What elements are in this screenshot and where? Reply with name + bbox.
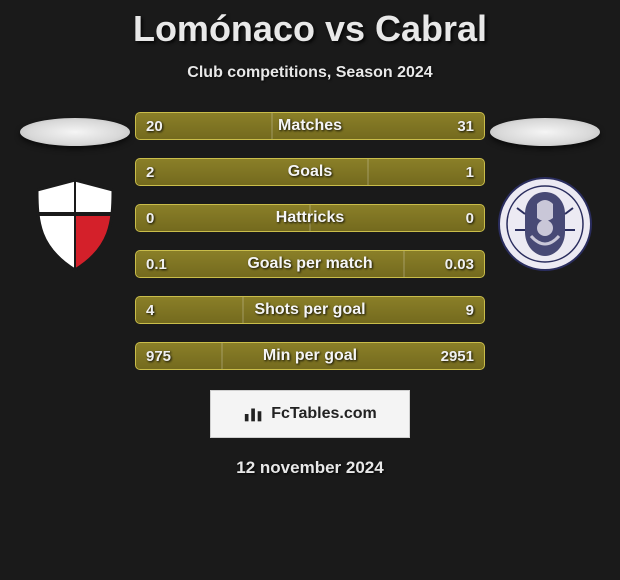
stat-bar: 4 9 Shots per goal	[135, 296, 485, 324]
gimnasia-crest-icon	[495, 174, 595, 274]
stat-bar: 0.1 0.03 Goals per match	[135, 250, 485, 278]
bar-value-right: 0.03	[445, 256, 474, 273]
bar-label: Min per goal	[263, 347, 357, 365]
brand-box: FcTables.com	[210, 390, 410, 438]
bar-value-right: 1	[466, 164, 474, 181]
bar-value-right: 2951	[441, 348, 474, 365]
stat-bar: 20 31 Matches	[135, 112, 485, 140]
bar-label: Matches	[278, 117, 342, 135]
left-team-badge	[25, 174, 125, 274]
bar-chart-icon	[243, 403, 265, 425]
bar-value-right: 9	[466, 302, 474, 319]
subtitle: Club competitions, Season 2024	[0, 64, 620, 82]
stat-bar: 975 2951 Min per goal	[135, 342, 485, 370]
bar-value-left: 2	[146, 164, 154, 181]
bar-value-left: 975	[146, 348, 171, 365]
bar-fill-left	[136, 159, 368, 185]
page-title: Lomónaco vs Cabral	[0, 0, 620, 50]
bar-label: Hattricks	[276, 209, 344, 227]
brand-text: FcTables.com	[271, 405, 377, 423]
right-platform-ellipse	[490, 118, 600, 146]
left-platform-ellipse	[20, 118, 130, 146]
date-text: 12 november 2024	[0, 458, 620, 478]
stat-bar: 0 0 Hattricks	[135, 204, 485, 232]
bar-value-left: 0	[146, 210, 154, 227]
comparison-panel: 20 31 Matches 2 1 Goals 0 0 Hattricks 0.1 0.03 Goal…	[0, 112, 620, 370]
right-team-badge	[495, 174, 595, 274]
stat-bar: 2 1 Goals	[135, 158, 485, 186]
bar-label: Goals	[288, 163, 332, 181]
stats-bars: 20 31 Matches 2 1 Goals 0 0 Hattricks 0.1 0.03 Goal…	[135, 112, 485, 370]
bar-value-left: 4	[146, 302, 154, 319]
right-column	[485, 112, 605, 274]
bar-label: Goals per match	[247, 255, 372, 273]
bar-value-right: 0	[466, 210, 474, 227]
bar-value-left: 20	[146, 118, 163, 135]
left-column	[15, 112, 135, 274]
bar-value-left: 0.1	[146, 256, 167, 273]
bar-label: Shots per goal	[254, 301, 365, 319]
independiente-shield-icon	[25, 174, 125, 274]
bar-value-right: 31	[457, 118, 474, 135]
